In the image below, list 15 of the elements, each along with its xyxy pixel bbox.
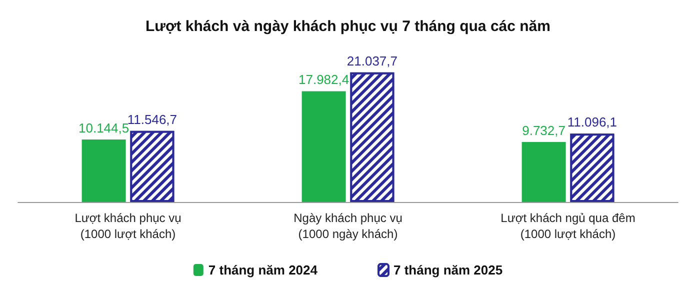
data-label: 11.096,1 (567, 114, 618, 130)
x-tick-label: Ngày khách phục vụ (1000 ngày khách) (294, 211, 402, 241)
x-tick-label: Lượt khách phục vụ (1000 lượt khách) (74, 211, 182, 241)
bar (82, 140, 126, 202)
data-label: 17.982,4 (298, 72, 350, 88)
data-label: 11.546,7 (127, 112, 178, 127)
legend-label: 7 tháng năm 2024 (208, 262, 318, 278)
data-label: 10.144,5 (78, 120, 130, 136)
bar (302, 91, 346, 202)
bar (522, 142, 566, 202)
legend-label: 7 tháng năm 2025 (394, 262, 503, 278)
x-tick-label: Lượt khách ngủ qua đêm (1000 lượt khách) (500, 211, 636, 241)
data-label: 21.037,7 (346, 53, 398, 68)
data-label: 9.732,7 (522, 123, 566, 138)
chart-title: Lượt khách và ngày khách phục vụ 7 tháng qua các năm (146, 18, 550, 35)
